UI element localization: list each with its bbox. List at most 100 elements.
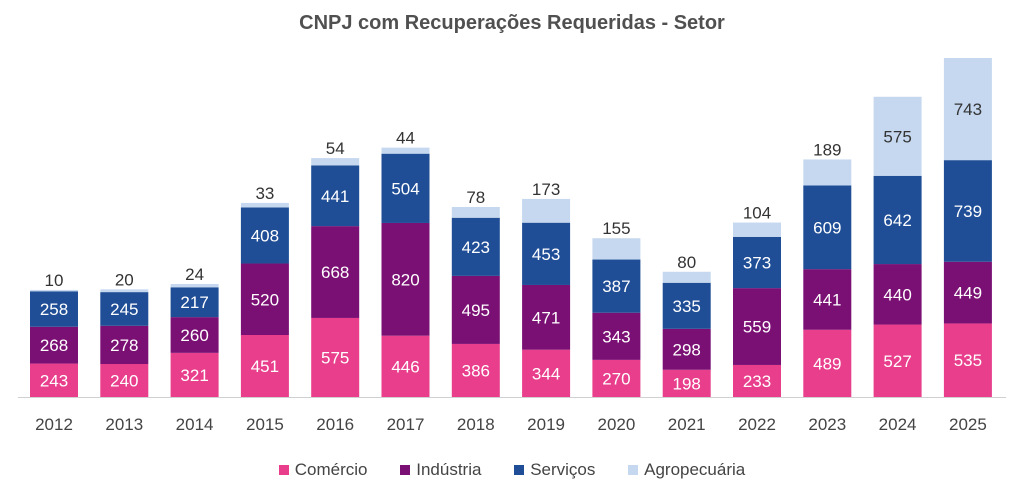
data-label-servicos-2025: 739 <box>954 202 982 221</box>
x-tick-label-2019: 2019 <box>527 415 565 434</box>
data-label-comercio-2018: 386 <box>462 361 490 380</box>
bar-servicos-2025 <box>943 160 992 262</box>
data-label-comercio-2012: 243 <box>40 371 68 390</box>
data-label-comercio-2016: 575 <box>321 348 349 367</box>
data-label-servicos-2014: 217 <box>180 293 208 312</box>
bar-servicos-2015 <box>240 207 289 264</box>
data-label-industria-2024: 440 <box>883 285 911 304</box>
bar-comercio-2024 <box>873 324 922 397</box>
data-label-agropecuaria-2016: 54 <box>326 139 345 158</box>
bar-comercio-2012 <box>30 363 78 397</box>
data-label-industria-2013: 278 <box>110 336 138 355</box>
bar-agropecuaria-2012 <box>30 289 78 292</box>
data-label-agropecuaria-2025: 743 <box>954 100 982 119</box>
data-label-servicos-2018: 423 <box>462 238 490 257</box>
bar-servicos-2013 <box>100 292 149 326</box>
bar-agropecuaria-2024 <box>873 96 922 176</box>
bar-agropecuaria-2014 <box>170 284 219 288</box>
data-label-industria-2014: 260 <box>180 326 208 345</box>
bar-comercio-2022 <box>733 364 781 397</box>
data-label-comercio-2024: 527 <box>883 352 911 371</box>
data-label-industria-2021: 298 <box>673 340 701 359</box>
legend-label-industria: Indústria <box>416 460 482 479</box>
bar-comercio-2017 <box>381 335 430 397</box>
legend-item-comercio: Comércio <box>278 460 368 480</box>
bar-industria-2025 <box>943 261 992 324</box>
bar-comercio-2013 <box>100 364 149 397</box>
bar-industria-2015 <box>240 263 289 336</box>
x-tick-label-2018: 2018 <box>457 415 495 434</box>
legend-swatch-comercio <box>278 464 289 475</box>
data-label-comercio-2021: 198 <box>673 374 701 393</box>
data-label-industria-2018: 495 <box>462 301 490 320</box>
data-label-industria-2016: 668 <box>321 263 349 282</box>
data-label-agropecuaria-2013: 20 <box>115 270 134 289</box>
bar-agropecuaria-2022 <box>733 222 781 237</box>
bar-comercio-2014 <box>170 352 219 397</box>
bar-comercio-2019 <box>522 349 571 397</box>
bar-servicos-2022 <box>733 236 781 289</box>
chart-legend: Comércio Indústria Serviços Agropecuária <box>0 460 1024 480</box>
data-label-industria-2025: 449 <box>954 284 982 303</box>
x-tick-label-2014: 2014 <box>176 415 214 434</box>
data-label-agropecuaria-2021: 80 <box>677 253 696 272</box>
data-label-comercio-2013: 240 <box>110 372 138 391</box>
data-label-agropecuaria-2018: 78 <box>466 188 485 207</box>
data-label-comercio-2014: 321 <box>180 366 208 385</box>
data-label-agropecuaria-2012: 10 <box>45 271 64 290</box>
data-label-industria-2022: 559 <box>743 318 771 337</box>
bar-servicos-2017 <box>381 153 430 223</box>
data-label-servicos-2020: 387 <box>602 277 630 296</box>
bar-agropecuaria-2023 <box>803 159 852 186</box>
x-tick-label-2024: 2024 <box>879 415 917 434</box>
bar-industria-2021 <box>662 328 711 370</box>
bar-servicos-2021 <box>662 282 711 329</box>
data-label-servicos-2016: 441 <box>321 187 349 206</box>
bar-servicos-2016 <box>311 165 360 227</box>
bar-comercio-2015 <box>240 335 289 397</box>
bar-agropecuaria-2017 <box>381 147 430 154</box>
bar-servicos-2024 <box>873 175 922 265</box>
bar-servicos-2018 <box>451 217 500 276</box>
x-tick-label-2025: 2025 <box>949 415 987 434</box>
data-label-agropecuaria-2024: 575 <box>883 127 911 146</box>
data-label-comercio-2015: 451 <box>251 357 279 376</box>
data-label-agropecuaria-2020: 155 <box>602 219 630 238</box>
x-tick-label-2013: 2013 <box>105 415 143 434</box>
bar-servicos-2023 <box>803 185 852 270</box>
data-label-industria-2023: 441 <box>813 290 841 309</box>
x-tick-label-2020: 2020 <box>597 415 635 434</box>
data-label-comercio-2025: 535 <box>954 351 982 370</box>
legend-item-servicos: Serviços <box>514 460 595 480</box>
legend-item-agropecuaria: Agropecuária <box>628 460 745 480</box>
bar-agropecuaria-2021 <box>662 271 711 283</box>
data-label-agropecuaria-2017: 44 <box>396 129 415 148</box>
bar-agropecuaria-2015 <box>240 202 289 208</box>
bar-comercio-2020 <box>592 359 641 397</box>
x-tick-label-2017: 2017 <box>387 415 425 434</box>
data-label-industria-2015: 520 <box>251 290 279 309</box>
x-tick-label-2015: 2015 <box>246 415 284 434</box>
x-tick-label-2022: 2022 <box>738 415 776 434</box>
bar-servicos-2019 <box>522 222 571 285</box>
data-label-agropecuaria-2022: 104 <box>743 204 771 223</box>
x-tick-label-2023: 2023 <box>808 415 846 434</box>
data-label-comercio-2023: 489 <box>813 354 841 373</box>
bar-industria-2020 <box>592 312 641 360</box>
data-label-agropecuaria-2019: 173 <box>532 180 560 199</box>
data-label-industria-2012: 268 <box>40 336 68 355</box>
data-label-servicos-2022: 373 <box>743 253 771 272</box>
bar-servicos-2020 <box>592 259 641 313</box>
bar-comercio-2025 <box>943 323 992 397</box>
legend-label-servicos: Serviços <box>530 460 596 479</box>
bar-industria-2014 <box>170 317 219 353</box>
x-tick-label-2016: 2016 <box>316 415 354 434</box>
data-label-agropecuaria-2014: 24 <box>185 265 204 284</box>
bar-industria-2022 <box>733 288 781 365</box>
data-label-servicos-2019: 453 <box>532 245 560 264</box>
data-label-servicos-2015: 408 <box>251 226 279 245</box>
bar-industria-2019 <box>522 284 571 350</box>
bar-agropecuaria-2013 <box>100 289 149 293</box>
legend-label-agropecuaria: Agropecuária <box>644 460 746 479</box>
